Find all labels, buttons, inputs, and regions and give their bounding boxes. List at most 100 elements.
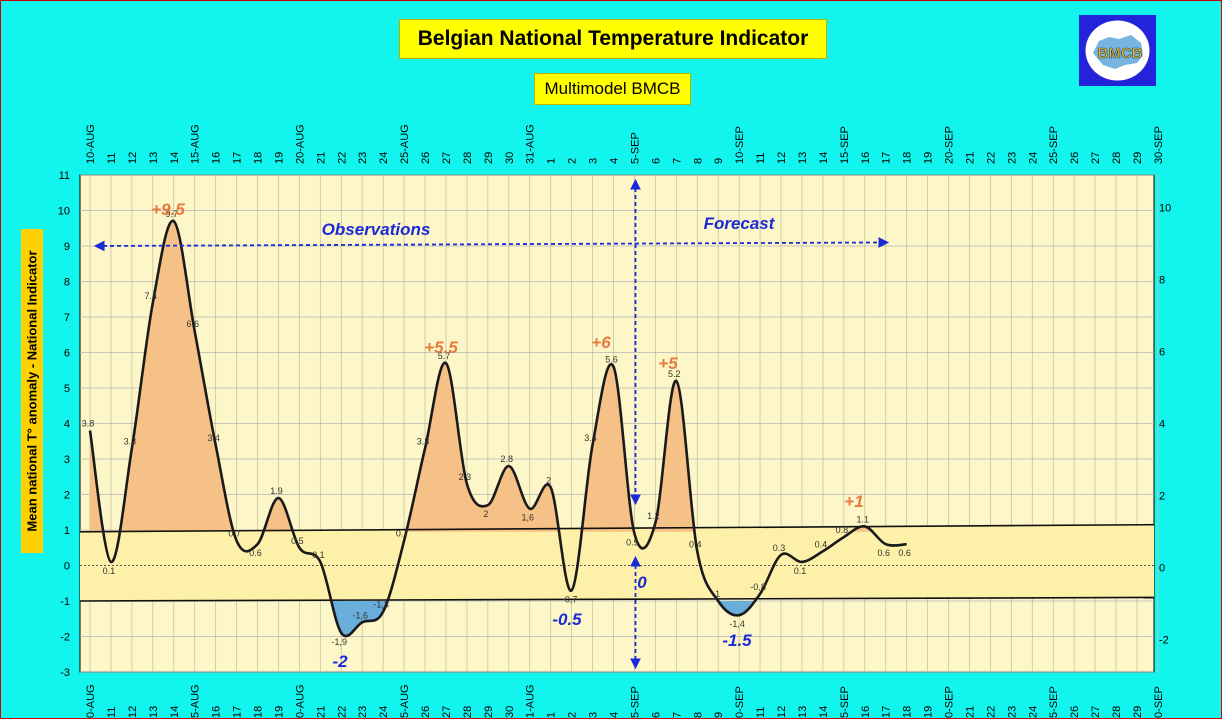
x-tick-label-bottom: 11 xyxy=(755,707,767,718)
data-label: 5.7 xyxy=(438,351,451,361)
x-tick-label-bottom: 27 xyxy=(441,706,453,718)
y-right-tick-label: 0 xyxy=(1159,563,1165,575)
data-label: 0.6 xyxy=(877,548,890,558)
x-tick-label-bottom: 1-AUG xyxy=(525,684,537,718)
trough-label: -2 xyxy=(332,652,348,671)
x-tick-label-bottom: 0-SEP xyxy=(1153,686,1165,718)
y-tick-label: -3 xyxy=(60,667,70,679)
x-tick-label-bottom: 28 xyxy=(1111,706,1123,718)
y-tick-label: -1 xyxy=(60,596,70,608)
x-tick-label: 25-SEP xyxy=(1048,126,1060,164)
y-right-tick-label: 10 xyxy=(1159,202,1171,214)
upper-threshold-line xyxy=(79,523,1155,533)
x-tick-label: 19 xyxy=(273,152,285,164)
peak-label: +5 xyxy=(658,354,678,373)
y-tick-label: 9 xyxy=(64,241,70,253)
bmcb-logo: BMCB xyxy=(1079,15,1156,86)
x-tick-label: 2 xyxy=(567,158,579,164)
y-tick-label: 11 xyxy=(59,170,70,182)
data-label: 2.3 xyxy=(459,472,472,482)
x-tick-label: 10-AUG xyxy=(85,124,97,164)
y-axis-left-ticks: -3 -2 -1 0 1 2 3 4 5 6 7 8 9 10 11 xyxy=(58,170,70,679)
x-tick-label-bottom: 29 xyxy=(1132,706,1144,718)
x-tick-label-bottom: 12 xyxy=(776,706,788,718)
chart-title: Belgian National Temperature Indicator xyxy=(399,19,827,59)
data-label: 3.3 xyxy=(124,436,137,446)
x-tick-label: 28 xyxy=(1111,152,1123,164)
x-tick-label-bottom: 24 xyxy=(378,706,390,718)
x-tick-label-bottom: 16 xyxy=(211,706,223,718)
data-label: 0.7 xyxy=(396,529,409,539)
negative-anomaly-area xyxy=(331,601,756,637)
data-label: 3.8 xyxy=(82,419,95,429)
data-label: 2.8 xyxy=(501,454,514,464)
x-tick-label-bottom: 22 xyxy=(985,706,997,718)
x-tick-label-bottom: 29 xyxy=(483,706,495,718)
trough-label: -0.5 xyxy=(552,610,582,629)
x-tick-label: 12 xyxy=(776,152,788,164)
data-label: 3.3 xyxy=(417,436,430,446)
data-label: 6.6 xyxy=(186,319,199,329)
data-label: -1,3 xyxy=(373,600,389,610)
y-tick-label: 0 xyxy=(64,561,70,573)
x-tick-label-bottom: 27 xyxy=(1090,706,1102,718)
x-axis-bottom-ticks: 0-AUG 11 12 13 14 5-AUG 16 17 18 19 0-AUG 21 22 23 24 5… xyxy=(85,684,1165,718)
x-tick-label: 31-AUG xyxy=(525,124,537,164)
data-label: 3.4 xyxy=(207,433,220,443)
x-tick-label: 8 xyxy=(692,158,704,164)
y-tick-label: 1 xyxy=(64,525,70,537)
peak-label: +1 xyxy=(844,492,863,511)
y-tick-label: 6 xyxy=(64,348,70,360)
x-tick-label: 21 xyxy=(315,152,327,164)
data-label: 7.4 xyxy=(145,291,158,301)
y-right-tick-label: 4 xyxy=(1159,419,1165,431)
x-tick-label-bottom: 11 xyxy=(106,707,118,718)
x-tick-label-bottom: 26 xyxy=(420,706,432,718)
x-tick-label: 13 xyxy=(148,152,160,164)
x-tick-label-bottom: 14 xyxy=(818,706,830,718)
x-tick-label: 1 xyxy=(546,158,558,164)
x-tick-label: 18 xyxy=(902,152,914,164)
positive-anomaly-area xyxy=(90,221,873,532)
x-tick-label: 17 xyxy=(232,152,244,164)
data-label: 0.7 xyxy=(228,529,241,539)
x-tick-label: 28 xyxy=(462,152,474,164)
x-tick-label: 29 xyxy=(1132,152,1144,164)
x-tick-label-bottom: 3 xyxy=(588,712,600,718)
x-tick-label-bottom: 0-SEP xyxy=(734,686,746,718)
data-label: 0.5 xyxy=(291,536,304,546)
data-label: -1,4 xyxy=(729,619,745,629)
y-axis-right-ticks: 10 8 6 4 2 0 -2 xyxy=(1159,202,1171,646)
lower-threshold-line xyxy=(79,596,1155,602)
x-tick-label-bottom: 5-SEP xyxy=(1048,686,1060,718)
chart-title-text: Belgian National Temperature Indicator xyxy=(417,27,809,50)
y-tick-label: 10 xyxy=(58,206,70,218)
data-label: -0,8 xyxy=(750,582,766,592)
data-label: 5.2 xyxy=(668,369,681,379)
data-label: 0.1 xyxy=(103,566,116,576)
x-tick-label-bottom: 18 xyxy=(253,706,265,718)
data-label: 2 xyxy=(483,509,488,519)
x-tick-label-bottom: 21 xyxy=(964,706,976,718)
y-tick-label: 8 xyxy=(64,277,70,289)
x-tick-label-bottom: 18 xyxy=(902,706,914,718)
x-tick-label-bottom: 5-AUG xyxy=(190,684,202,718)
x-tick-label-bottom: 22 xyxy=(336,706,348,718)
x-tick-label-bottom: 6 xyxy=(650,712,662,718)
x-tick-label-bottom: 17 xyxy=(232,706,244,718)
observations-arrow xyxy=(93,237,890,252)
y-tick-label: 3 xyxy=(64,454,70,466)
x-tick-label-bottom: 2 xyxy=(567,712,579,718)
x-tick-label: 7 xyxy=(671,158,683,164)
x-tick-label: 10-SEP xyxy=(734,126,746,164)
data-label: 9.7 xyxy=(166,209,179,219)
x-tick-label-bottom: 7 xyxy=(671,712,683,718)
x-tick-label: 24 xyxy=(378,152,390,164)
data-label: 0.4 xyxy=(815,539,828,549)
x-tick-label-bottom: 4 xyxy=(609,712,621,718)
x-tick-label: 29 xyxy=(483,152,495,164)
data-label: 0.9 xyxy=(626,538,639,548)
data-label: 0.1 xyxy=(794,566,807,576)
x-tick-label: 3 xyxy=(588,158,600,164)
y-right-tick-label: -2 xyxy=(1159,635,1169,647)
